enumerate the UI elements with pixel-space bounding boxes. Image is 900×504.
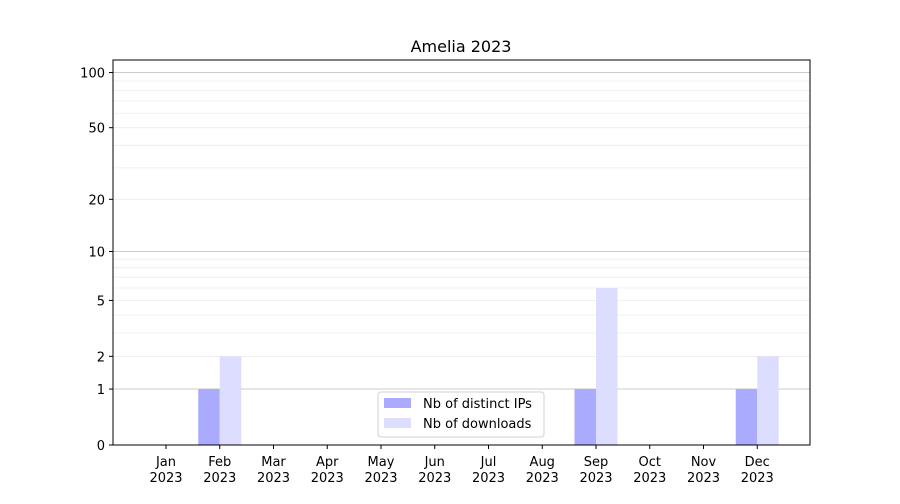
y-tick-label: 10 <box>88 245 105 260</box>
bar <box>735 389 758 445</box>
bar <box>596 287 618 445</box>
legend-swatch <box>384 398 411 408</box>
y-tick-label: 100 <box>80 67 105 82</box>
x-tick-label: 2023 <box>418 471 451 486</box>
y-tick-label: 50 <box>88 122 105 137</box>
x-tick-label: Jan <box>155 455 176 470</box>
y-tick-label: 20 <box>88 193 105 208</box>
legend-label: Nb of downloads <box>423 417 532 432</box>
x-tick-label: 2023 <box>257 471 290 486</box>
chart-title: Amelia 2023 <box>411 37 512 56</box>
x-tick-label: Aug <box>530 455 555 470</box>
x-tick-label: Oct <box>639 455 661 470</box>
x-tick-label: 2023 <box>633 471 666 486</box>
x-tick-label: 2023 <box>364 471 397 486</box>
legend-label: Nb of distinct IPs <box>423 397 532 412</box>
x-tick-label: 2023 <box>526 471 559 486</box>
x-tick-label: 2023 <box>741 471 774 486</box>
x-tick-label: 2023 <box>687 471 720 486</box>
x-tick-label: 2023 <box>579 471 612 486</box>
y-tick-label: 5 <box>97 294 105 309</box>
x-tick-label: Dec <box>745 455 770 470</box>
y-tick-label: 0 <box>97 439 105 454</box>
x-tick-label: May <box>368 455 395 470</box>
bar <box>757 356 779 445</box>
y-tick-label: 1 <box>97 383 105 398</box>
y-tick-label: 2 <box>97 350 105 365</box>
x-tick-label: 2023 <box>472 471 505 486</box>
x-tick-label: Nov <box>691 455 717 470</box>
bar <box>219 356 242 445</box>
plot-frame <box>112 59 811 446</box>
legend-box <box>377 391 545 438</box>
x-tick-label: Sep <box>584 455 609 470</box>
legend: Nb of distinct IPs Nb of downloads <box>377 391 545 438</box>
x-tick-label: 2023 <box>311 471 344 486</box>
x-tick-label: 2023 <box>203 471 236 486</box>
bar <box>574 389 596 445</box>
x-tick-label: Jul <box>480 455 497 470</box>
x-tick-label: Feb <box>208 455 231 470</box>
legend-swatch <box>384 418 411 428</box>
x-tick-label: Mar <box>261 455 286 470</box>
x-tick-label: 2023 <box>149 471 182 486</box>
bar <box>198 389 220 445</box>
x-tick-label: Apr <box>316 455 339 470</box>
x-tick-label: Jun <box>424 455 445 470</box>
